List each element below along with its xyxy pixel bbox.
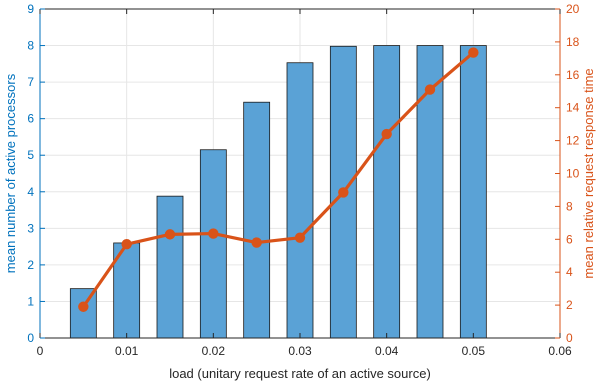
left-y-tick-label: 2 — [27, 258, 34, 272]
right-y-tick-label: 4 — [566, 265, 573, 279]
right-y-tick-label: 14 — [566, 101, 580, 115]
right-y-tick-label: 12 — [566, 134, 580, 148]
line-point — [78, 301, 89, 312]
left-y-tick-label: 5 — [27, 148, 34, 162]
right-y-tick-label: 8 — [566, 199, 573, 213]
left-y-tick-label: 3 — [27, 221, 34, 235]
x-tick-label: 0 — [37, 344, 44, 358]
bar — [199, 149, 227, 339]
right-y-tick-label: 18 — [566, 35, 580, 49]
line-point — [208, 228, 219, 239]
line-series — [78, 47, 479, 312]
axes — [39, 8, 561, 339]
left-y-tick-label: 7 — [27, 75, 34, 89]
line-point — [381, 128, 392, 140]
right-y-tick-label: 0 — [566, 331, 573, 345]
left-y-tick-label: 0 — [27, 331, 34, 345]
x-tick-label: 0.06 — [548, 344, 572, 358]
x-axis-title: load (unitary request rate of an active … — [169, 366, 431, 381]
right-y-tick-label: 6 — [566, 232, 573, 246]
right-y-axis-title: mean relative request response time — [581, 68, 596, 278]
x-tick-label: 0.05 — [462, 344, 486, 358]
right-y-tick-label: 16 — [566, 68, 580, 82]
line-point — [294, 232, 306, 243]
line-point — [164, 229, 176, 240]
line-point — [468, 47, 479, 58]
line-point — [121, 239, 132, 250]
line-point — [338, 187, 349, 198]
left-y-tick-label: 6 — [27, 112, 34, 126]
line-path — [82, 51, 475, 308]
bar — [373, 45, 401, 339]
left-y-tick-label: 4 — [27, 185, 34, 199]
x-tick-label: 0.02 — [202, 344, 226, 358]
bar — [286, 62, 314, 339]
right-y-tick-label: 2 — [566, 298, 573, 312]
x-tick-label: 0.03 — [288, 344, 312, 358]
tick-labels: 0 0.01 0.02 0.03 0.04 0.05 0.06012345678902468… — [27, 2, 579, 358]
x-tick-label: 0.01 — [115, 344, 139, 358]
right-y-tick-label: 20 — [566, 2, 580, 16]
bar — [156, 195, 184, 339]
left-y-tick-label: 1 — [27, 294, 34, 308]
left-y-tick-label: 9 — [27, 2, 34, 16]
line-point — [424, 84, 436, 95]
left-y-tick-label: 8 — [27, 39, 34, 53]
bar-series — [69, 45, 487, 339]
bar — [243, 101, 271, 339]
bar — [459, 45, 487, 339]
right-y-tick-label: 10 — [566, 167, 580, 181]
x-tick-label: 0.04 — [375, 344, 399, 358]
left-y-axis-title: mean number of active processors — [3, 73, 18, 273]
line-point — [251, 237, 262, 248]
